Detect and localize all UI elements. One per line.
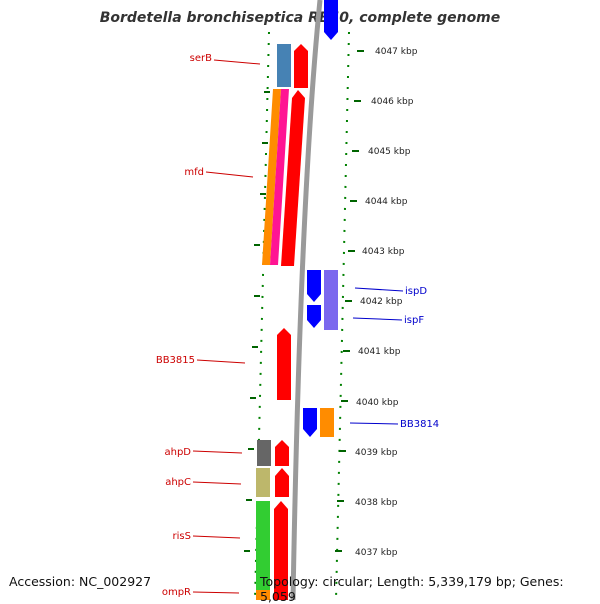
ispf-gene-arrow[interactable] xyxy=(307,305,321,328)
ispd-label[interactable]: ispD xyxy=(405,286,427,297)
scale-label: 4038 kbp xyxy=(355,498,398,508)
serb-gene-arrow[interactable] xyxy=(294,44,308,88)
riss-leader-line xyxy=(192,535,241,539)
bb3815-gene-arrow[interactable] xyxy=(277,328,291,400)
riss-label[interactable]: risS xyxy=(173,531,191,542)
scale-label: 4039 kbp xyxy=(355,448,398,458)
scale-label: 4045 kbp xyxy=(368,147,411,157)
scale-label: 4046 kbp xyxy=(371,97,414,107)
ahpd-leader-line xyxy=(192,450,243,454)
serb-leader-line xyxy=(213,59,261,65)
serb-label[interactable]: serB xyxy=(190,53,212,64)
scale-label: 4042 kbp xyxy=(360,297,403,307)
mfd-leader-line xyxy=(205,171,254,178)
scale-label: 4044 kbp xyxy=(365,197,408,207)
ispd-leader-line xyxy=(354,287,404,292)
accession-text: Accession: NC_002927 xyxy=(9,574,152,589)
ompr-label[interactable]: ompR xyxy=(162,587,191,598)
ispd-gene-arrow[interactable] xyxy=(307,270,321,302)
top-reverse-gene-arrow[interactable] xyxy=(324,0,338,40)
mfd-gene-arrow[interactable] xyxy=(281,90,305,266)
scale-label: 4040 kbp xyxy=(356,398,399,408)
scale-label: 4037 kbp xyxy=(355,548,398,558)
mfd-label[interactable]: mfd xyxy=(184,167,204,178)
ompr-cog-bar[interactable] xyxy=(256,590,270,600)
scale-label: 4043 kbp xyxy=(362,247,405,257)
bb3815-label[interactable]: BB3815 xyxy=(156,355,195,366)
bb3814-label[interactable]: BB3814 xyxy=(400,419,439,430)
backbone-arc xyxy=(290,0,323,600)
riss-cog-bar[interactable] xyxy=(256,501,270,600)
bb3815-leader-line xyxy=(196,359,246,364)
ahpd-cog-bar[interactable] xyxy=(257,440,271,466)
map-title: Bordetella bronchiseptica RB50, complete… xyxy=(99,10,501,26)
serb-cog-bar[interactable] xyxy=(277,44,291,87)
left-ticks xyxy=(244,91,270,552)
ahpc-cog-bar[interactable] xyxy=(256,468,270,497)
ispf-label[interactable]: ispF xyxy=(404,315,424,326)
ahpc-leader-line xyxy=(192,481,242,485)
bb3814-leader-line xyxy=(349,422,399,425)
bb3814-cog-bar[interactable] xyxy=(320,408,334,437)
ispf-leader-line xyxy=(352,317,403,321)
ompr-leader-line xyxy=(192,591,240,594)
scale-label: 4041 kbp xyxy=(358,347,401,357)
inner-ring-dotted xyxy=(335,31,350,600)
ahpc-gene-arrow[interactable] xyxy=(275,468,289,497)
ahpc-label[interactable]: ahpC xyxy=(165,477,191,488)
mfd-cog-bar-magenta[interactable] xyxy=(270,89,289,265)
right-ticks xyxy=(335,50,364,552)
ahpd-gene-arrow[interactable] xyxy=(275,440,289,466)
scale-label: 4047 kbp xyxy=(375,47,418,57)
bb3814-gene-arrow[interactable] xyxy=(303,408,317,437)
mfd-cog-bar-orange[interactable] xyxy=(262,89,281,265)
ispd-cog-bar[interactable] xyxy=(324,270,338,330)
riss-gene-arrow[interactable] xyxy=(274,501,288,600)
ahpd-label[interactable]: ahpD xyxy=(164,447,191,458)
